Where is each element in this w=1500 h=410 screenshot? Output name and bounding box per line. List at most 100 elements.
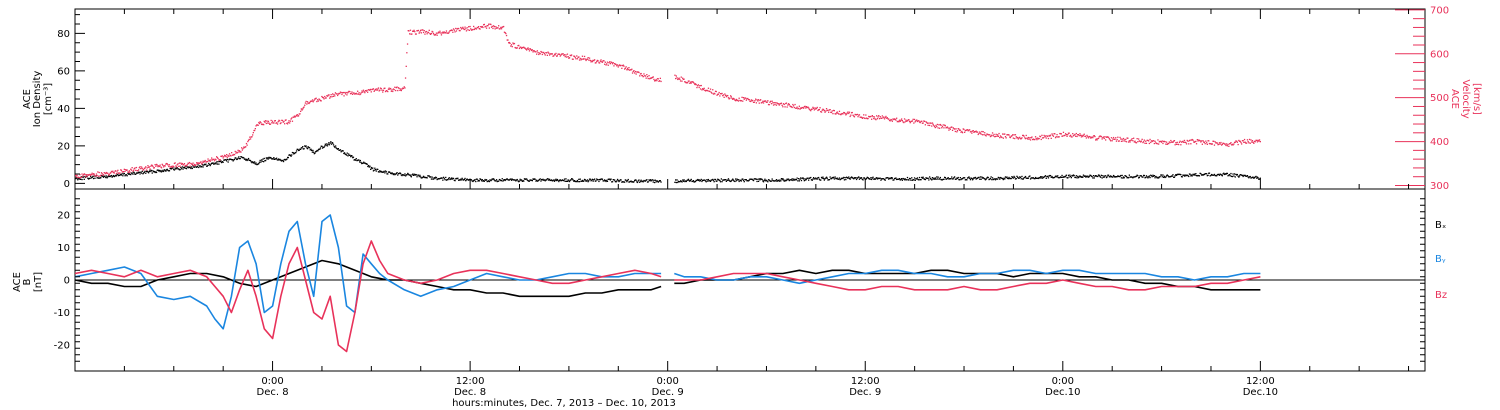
velocity-point	[638, 71, 640, 74]
velocity-point	[82, 175, 84, 177]
density-point	[202, 166, 204, 168]
density-point	[1149, 176, 1151, 179]
density-point	[631, 181, 633, 183]
density-point	[90, 177, 92, 179]
density-point	[386, 173, 388, 175]
density-point	[949, 178, 951, 180]
velocity-point	[1058, 136, 1060, 138]
density-point	[1024, 176, 1026, 178]
density-point	[125, 174, 128, 176]
density-point	[1158, 177, 1160, 179]
velocity-point	[151, 164, 153, 167]
density-point	[235, 157, 237, 159]
velocity-point	[424, 33, 426, 35]
density-point	[426, 177, 428, 179]
velocity-point	[567, 56, 569, 58]
velocity-point	[641, 74, 643, 77]
density-point	[236, 158, 239, 160]
velocity-point	[929, 124, 931, 127]
velocity-point	[272, 122, 274, 124]
velocity-point	[606, 61, 609, 63]
velocity-point	[734, 99, 736, 101]
velocity-point	[475, 28, 478, 30]
velocity-point	[1127, 137, 1129, 139]
density-point	[689, 179, 692, 181]
velocity-point	[1198, 139, 1201, 142]
density-point	[253, 162, 255, 164]
velocity-point	[1139, 140, 1141, 142]
density-point	[144, 170, 146, 172]
density-point	[1012, 177, 1014, 179]
density-point	[243, 157, 245, 159]
density-point	[475, 180, 477, 183]
density-point	[782, 179, 785, 181]
density-point	[791, 178, 793, 180]
density-point	[377, 168, 379, 171]
velocity-point	[435, 32, 438, 34]
density-point	[475, 178, 478, 180]
velocity-point	[913, 118, 916, 121]
velocity-point	[242, 148, 244, 150]
density-point	[1125, 175, 1127, 177]
velocity-point	[216, 156, 218, 158]
velocity-point	[1170, 139, 1172, 142]
density-point	[566, 180, 569, 182]
velocity-point	[807, 106, 809, 108]
density-point	[682, 180, 685, 182]
velocity-point	[808, 107, 810, 109]
velocity-point	[444, 32, 446, 34]
density-point	[505, 179, 507, 181]
velocity-point	[231, 152, 233, 154]
density-point	[1195, 175, 1198, 177]
velocity-point	[380, 88, 382, 90]
velocity-point	[975, 130, 977, 132]
density-point	[722, 179, 725, 181]
velocity-point	[379, 89, 381, 91]
velocity-point	[1090, 137, 1092, 139]
velocity-point	[859, 116, 861, 118]
density-point	[233, 159, 235, 161]
velocity-point	[632, 70, 634, 73]
velocity-point	[1209, 143, 1211, 145]
density-point	[540, 180, 542, 182]
density-point	[1207, 174, 1209, 176]
density-point	[175, 168, 177, 170]
velocity-point	[694, 83, 697, 85]
velocity-point	[709, 90, 711, 93]
density-point	[596, 178, 598, 180]
density-point	[1082, 174, 1085, 176]
density-point	[929, 176, 931, 178]
density-point	[387, 173, 389, 175]
density-point	[115, 174, 117, 177]
density-point	[755, 178, 757, 180]
density-point	[614, 180, 616, 183]
velocity-point	[941, 125, 944, 128]
density-point	[299, 148, 301, 150]
density-point	[969, 179, 972, 181]
velocity-point	[452, 31, 454, 33]
velocity-point	[517, 45, 519, 47]
density-point	[285, 158, 287, 161]
velocity-point	[696, 86, 698, 89]
density-point	[621, 181, 623, 183]
density-point	[1160, 174, 1163, 176]
velocity-point	[1150, 140, 1153, 142]
density-point	[682, 179, 684, 181]
velocity-point	[1171, 141, 1173, 143]
density-point	[839, 179, 841, 181]
density-point	[936, 176, 938, 178]
velocity-point	[1162, 142, 1164, 145]
velocity-point	[765, 100, 767, 102]
velocity-point	[1175, 142, 1177, 144]
velocity-point	[178, 162, 181, 164]
density-point	[591, 179, 593, 181]
density-point	[1250, 177, 1252, 179]
density-point	[1119, 175, 1121, 178]
density-point	[1002, 178, 1004, 180]
density-point	[1008, 176, 1010, 179]
velocity-point	[312, 101, 314, 103]
velocity-point	[959, 129, 961, 131]
velocity-point	[314, 98, 316, 100]
velocity-point	[726, 94, 728, 97]
density-point	[966, 179, 968, 181]
